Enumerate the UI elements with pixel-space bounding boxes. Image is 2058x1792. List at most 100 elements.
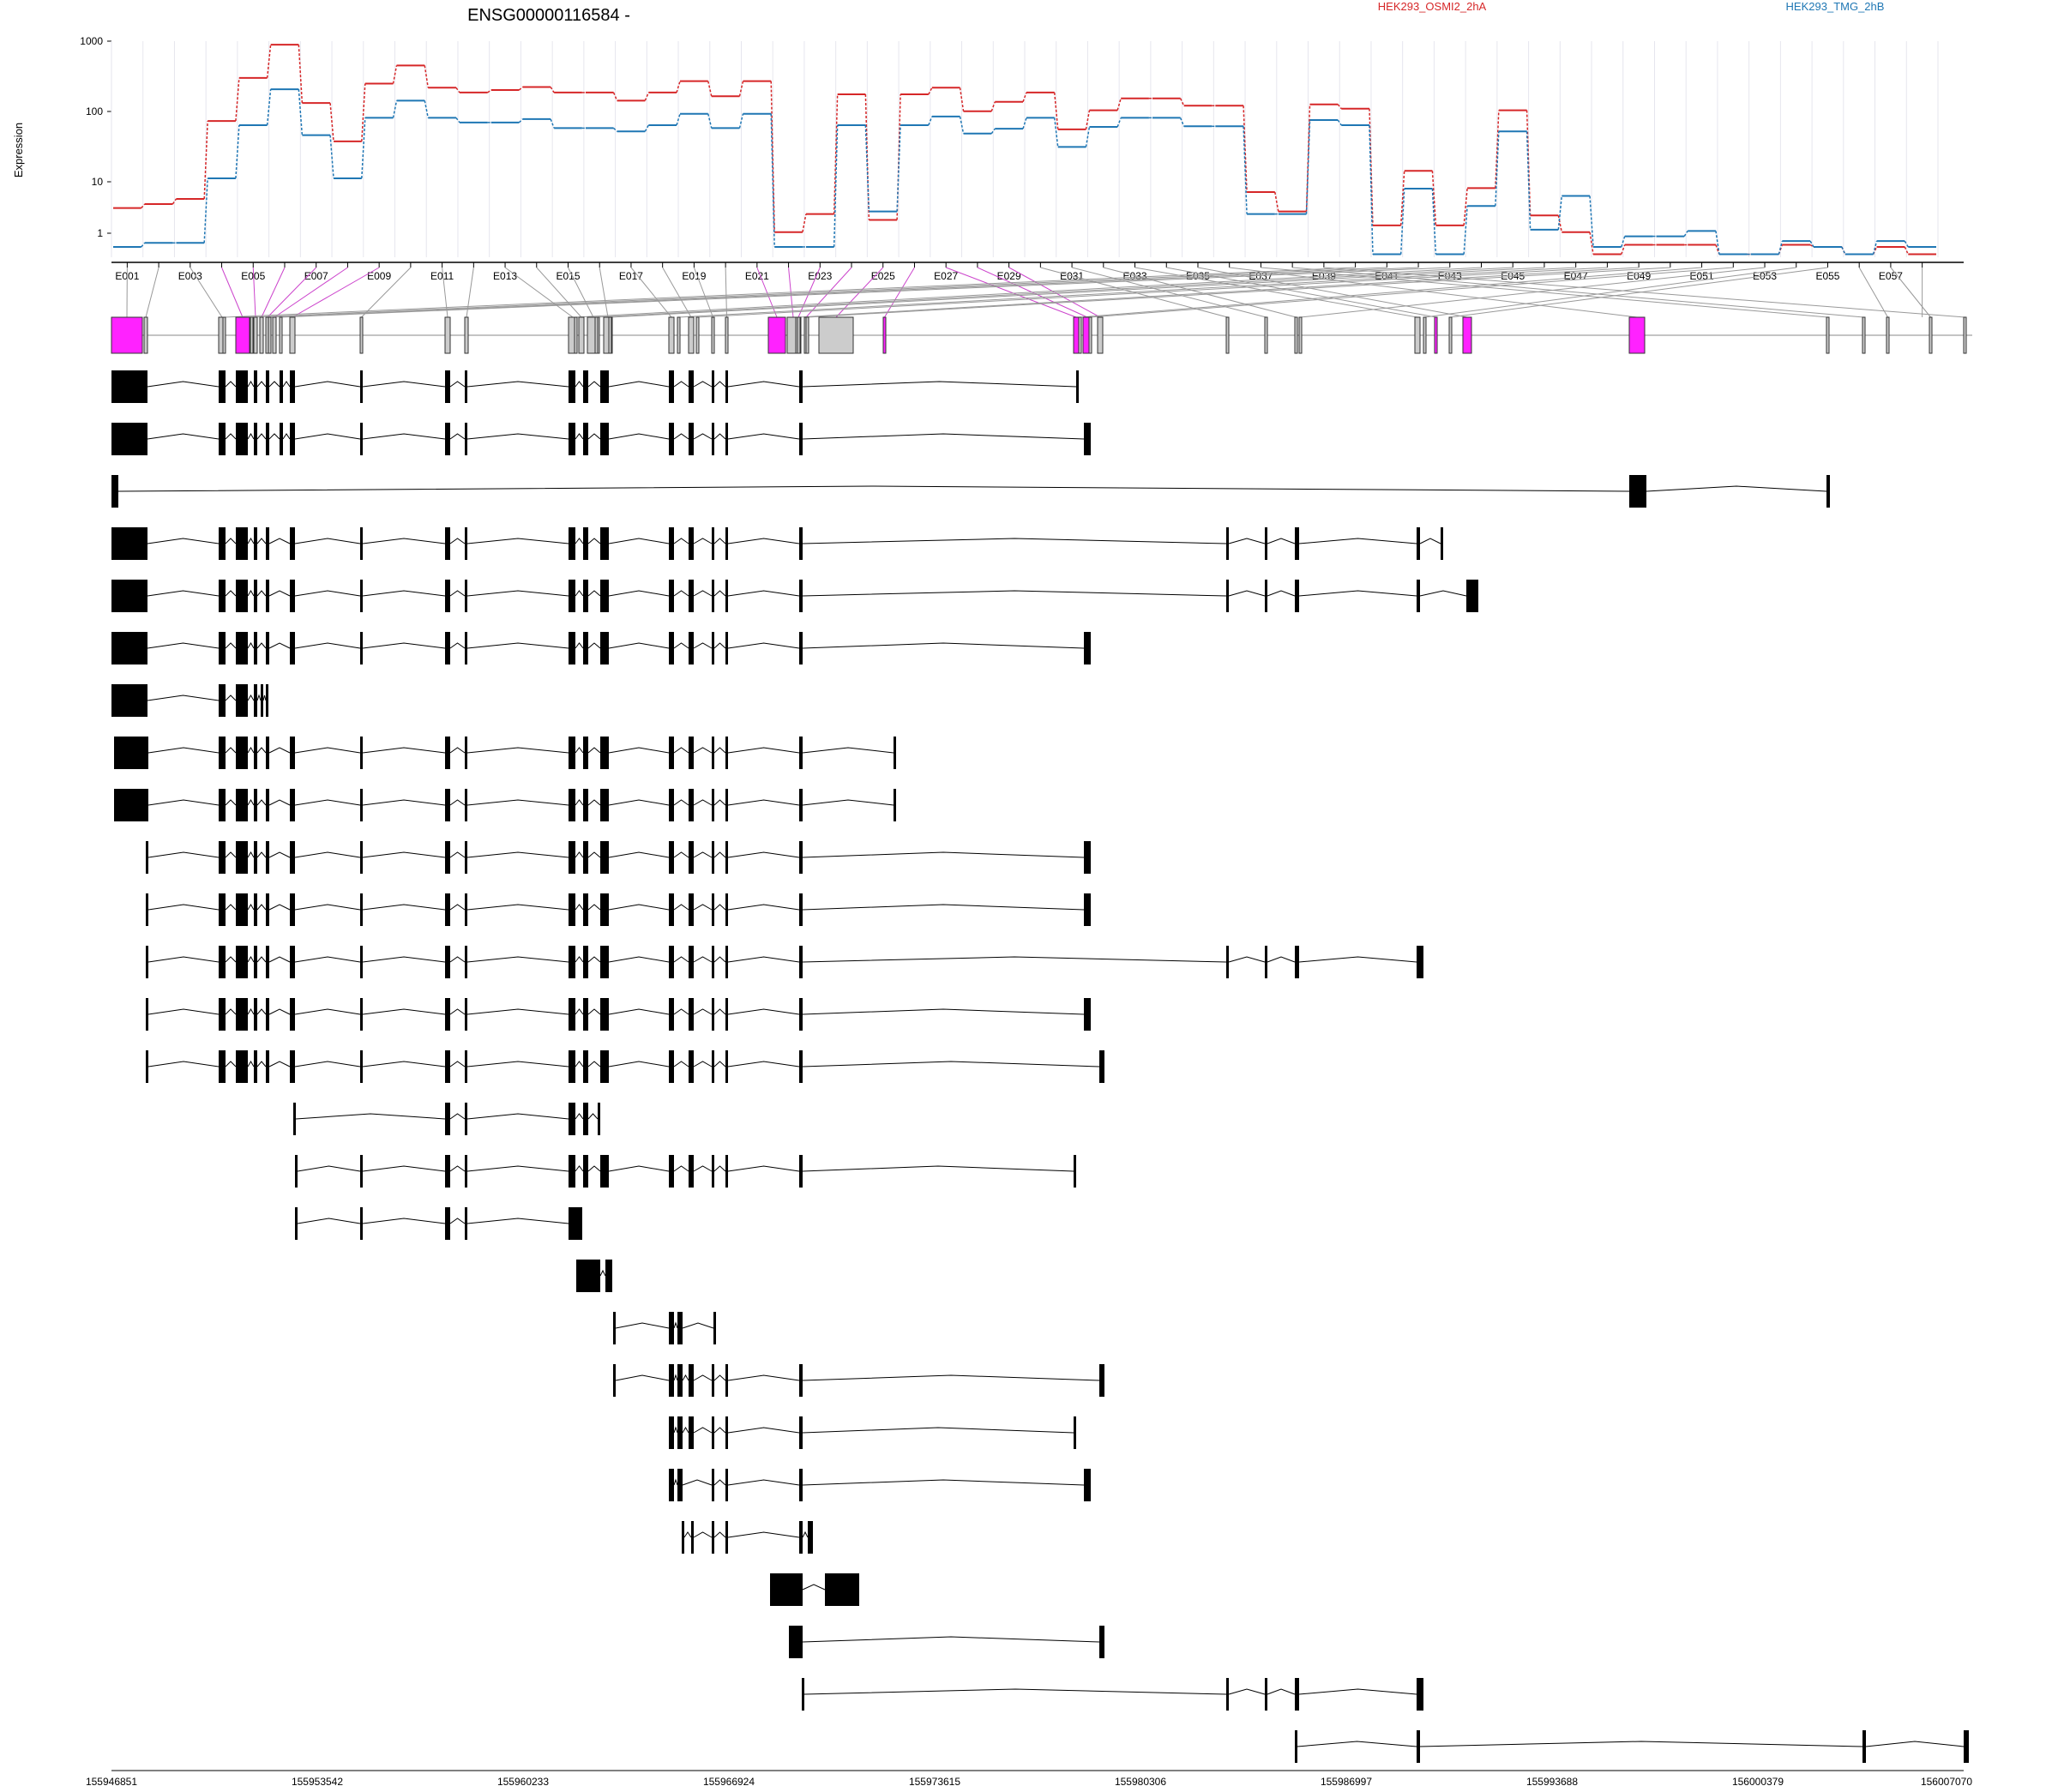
intron: [587, 747, 601, 754]
series-1-step: [518, 86, 523, 91]
intron: [225, 904, 237, 911]
exon: [725, 370, 728, 403]
exon: [290, 789, 295, 821]
exon: [712, 632, 714, 664]
intron: [803, 1688, 1227, 1695]
intron: [449, 747, 466, 754]
intron: [802, 1165, 1074, 1172]
exon: [583, 893, 588, 926]
exon: [465, 423, 467, 455]
intron: [362, 1061, 446, 1067]
intron: [147, 1061, 220, 1067]
exon: [111, 370, 147, 403]
exon: [669, 580, 674, 612]
exon: [712, 789, 714, 821]
exon: [669, 737, 674, 769]
exon: [799, 789, 803, 821]
intron: [147, 538, 220, 544]
intron: [449, 904, 466, 911]
intron: [608, 1008, 670, 1015]
intron: [575, 1008, 584, 1015]
series-2-step: [298, 89, 304, 135]
gene-exon-E012: [464, 316, 469, 354]
transcript-10: [146, 841, 1091, 874]
exon-connector: [221, 267, 244, 318]
intron: [727, 1531, 800, 1538]
series-2-step: [613, 127, 618, 132]
gene-exon-E051: [1078, 316, 1082, 354]
exon: [576, 1260, 600, 1292]
intron: [256, 381, 267, 388]
intron: [256, 799, 267, 806]
series-2-step: [864, 124, 870, 212]
exon: [445, 789, 450, 821]
exon: [569, 1155, 575, 1188]
exon-connector: [1450, 267, 1828, 318]
exon-connector: [575, 267, 1482, 318]
intron: [466, 904, 569, 911]
intron: [673, 590, 689, 597]
intron: [713, 433, 726, 440]
intron: [247, 590, 255, 597]
exon: [1295, 580, 1299, 612]
exon: [712, 1416, 714, 1449]
intron: [466, 956, 569, 963]
intron: [225, 956, 237, 963]
exon: [725, 1155, 728, 1188]
intron: [693, 1531, 713, 1538]
exon: [1295, 1678, 1299, 1711]
intron: [256, 1008, 267, 1015]
series-1-step: [770, 81, 775, 232]
intron: [147, 1008, 220, 1015]
exon: [600, 423, 609, 455]
exon: [254, 370, 257, 403]
exon: [799, 737, 803, 769]
exon: [266, 737, 269, 769]
exon-connector: [697, 267, 1608, 318]
exon: [770, 1573, 803, 1606]
intron: [727, 747, 800, 754]
intron: [256, 956, 267, 963]
exon: [1076, 370, 1079, 403]
intron: [147, 799, 220, 806]
intron: [362, 851, 446, 858]
transcript-9: [114, 789, 896, 821]
exon: [254, 1050, 257, 1083]
gene-exon-E014: [578, 316, 585, 354]
exon: [111, 684, 147, 717]
transcript-15: [293, 1103, 600, 1135]
transcript-2: [111, 423, 1091, 455]
y-tick-label-1: 1: [97, 227, 103, 239]
exon: [254, 632, 257, 664]
exon: [600, 527, 609, 560]
exon: [569, 737, 575, 769]
exon: [600, 946, 609, 978]
series-2-step: [424, 100, 429, 118]
exon: [219, 998, 226, 1031]
intron: [362, 747, 446, 754]
series-1-step: [1053, 92, 1059, 129]
exon: [689, 1050, 694, 1083]
series-2-step: [266, 89, 272, 126]
transcript-11: [146, 893, 1091, 926]
transcript-8: [114, 737, 896, 769]
exon: [254, 893, 257, 926]
chart-title: ENSG00000116584 -: [467, 6, 630, 25]
intron: [1298, 590, 1417, 597]
intron: [673, 1061, 689, 1067]
exon: [254, 684, 257, 717]
series-2-step: [1557, 195, 1563, 231]
exon: [445, 737, 450, 769]
gene-exon-E008: [272, 316, 277, 354]
series-1-step: [550, 87, 555, 93]
intron: [713, 747, 726, 754]
exon: [669, 370, 674, 403]
series-2-step: [1841, 246, 1846, 255]
intron: [1298, 1688, 1417, 1695]
intron: [262, 695, 267, 701]
exon: [360, 893, 363, 926]
intron: [362, 904, 446, 911]
series-2-step: [770, 113, 775, 247]
exon: [445, 893, 450, 926]
intron: [599, 1269, 606, 1277]
